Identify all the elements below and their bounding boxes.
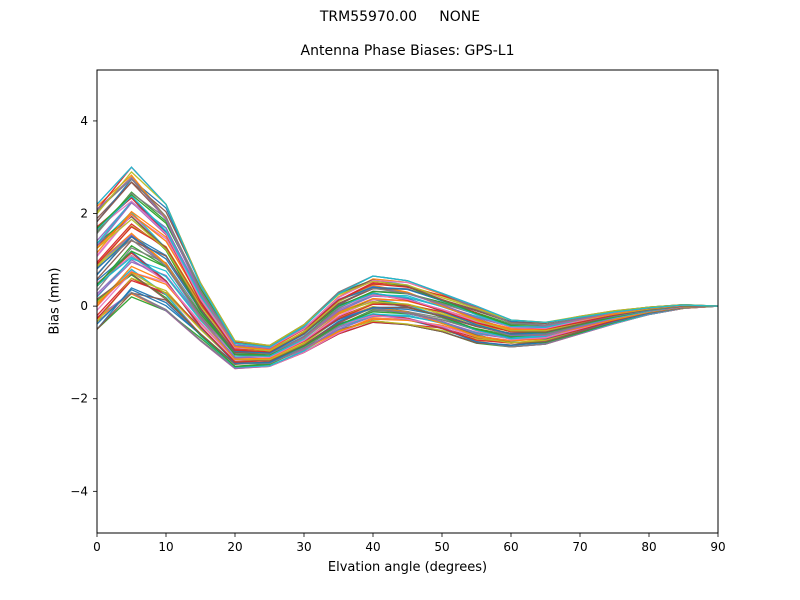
- x-tick-label: 30: [296, 540, 311, 554]
- x-tick-label: 60: [503, 540, 518, 554]
- y-tick-label: 2: [80, 207, 88, 221]
- bias-lines: [96, 166, 719, 370]
- x-tick-label: 0: [93, 540, 101, 554]
- bias-line: [96, 171, 719, 347]
- x-tick-label: 50: [434, 540, 449, 554]
- bias-line: [96, 268, 719, 368]
- x-tick-label: 80: [641, 540, 656, 554]
- bias-line: [96, 166, 719, 348]
- x-tick-label: 10: [158, 540, 173, 554]
- y-tick-label: 4: [80, 114, 88, 128]
- x-tick-label: 40: [365, 540, 380, 554]
- bias-line: [96, 235, 719, 354]
- x-tick-label: 20: [227, 540, 242, 554]
- x-tick-label: 70: [572, 540, 587, 554]
- x-tick-label: 90: [710, 540, 725, 554]
- axes-title: Antenna Phase Biases: GPS-L1: [300, 43, 515, 59]
- axis-ticks: [93, 120, 719, 537]
- y-tick-label: 0: [80, 299, 88, 313]
- y-tick-label: −4: [70, 484, 88, 498]
- axes-frame: [96, 69, 719, 534]
- y-tick-label: −2: [70, 392, 88, 406]
- x-axis-label: Elvation angle (degrees): [327, 560, 488, 575]
- figure-suptitle: TRM55970.00 NONE: [319, 9, 481, 25]
- axis-tick-labels: 0 10 20 30 40 50 60 70 80 90 −4 −2 0 2 4: [70, 114, 725, 554]
- bias-line: [96, 211, 719, 358]
